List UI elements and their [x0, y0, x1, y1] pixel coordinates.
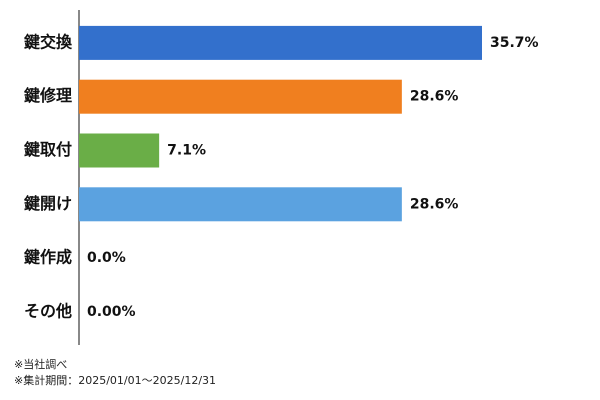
category-label: 鍵修理: [24, 86, 72, 105]
value-label: 0.00%: [87, 304, 136, 320]
footnote: ※当社調べ: [14, 357, 67, 371]
value-label: 28.6%: [410, 196, 459, 212]
bar: [79, 133, 160, 168]
value-label: 0.0%: [87, 250, 126, 266]
bar: [79, 79, 402, 114]
footnote: ※集計期間：2025/01/01～2025/12/31: [14, 373, 216, 387]
category-label: 鍵交換: [24, 32, 73, 51]
category-label: 鍵取付: [24, 140, 72, 159]
bar: [79, 187, 402, 222]
value-label: 7.1%: [167, 143, 206, 159]
category-label: 鍵開け: [24, 194, 72, 213]
bar: [79, 25, 482, 60]
category-label: 鍵作成: [24, 248, 72, 267]
value-label: 28.6%: [410, 89, 459, 105]
category-label: その他: [24, 301, 72, 320]
value-label: 35.7%: [490, 35, 539, 51]
